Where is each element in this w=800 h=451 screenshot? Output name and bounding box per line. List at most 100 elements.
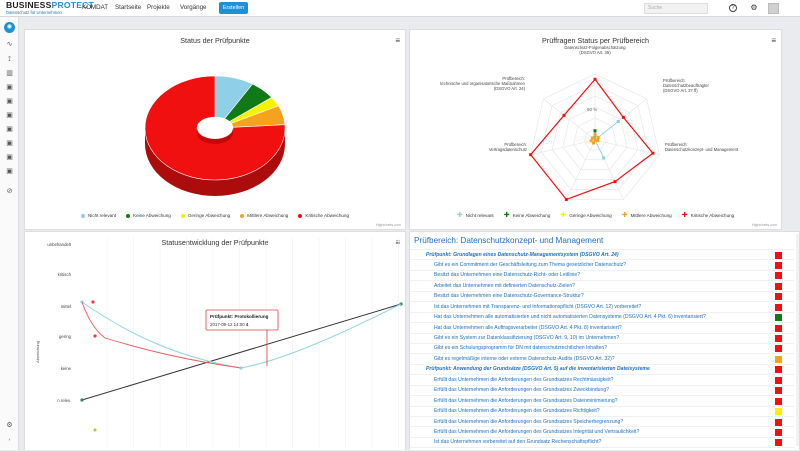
- section-row[interactable]: Prüfpunkt: Anwendung der Grundsätze (DSG…: [410, 364, 794, 374]
- radar-point: [594, 78, 597, 81]
- legend-item-keine[interactable]: ✚Keine Abweichung: [504, 213, 551, 218]
- home-icon[interactable]: ◉: [4, 22, 15, 33]
- scrollbar[interactable]: [796, 234, 800, 446]
- radar-axis-value-label: 50 %: [587, 107, 597, 112]
- question-row[interactable]: Gibt es ein Commitment der Geschäftsleit…: [410, 259, 794, 269]
- create-button[interactable]: Erstellen: [219, 2, 248, 14]
- status-indicator: [775, 293, 782, 300]
- question-row[interactable]: Gibt es ein System zur Datenklassifizier…: [410, 333, 794, 343]
- link-icon[interactable]: ⊘: [5, 187, 14, 196]
- question-row[interactable]: Ist das Unternehmen vorbereitet auf den …: [410, 437, 794, 447]
- question-link[interactable]: Gibt es ein Commitment der Geschäftsleit…: [434, 262, 626, 268]
- line-y-tick-label: unbehandelt: [47, 242, 71, 247]
- question-row[interactable]: Gibt es ein Schulungsprogramm für DN mit…: [410, 343, 794, 353]
- question-row[interactable]: Erfüllt das Unternehmen die Anforderunge…: [410, 406, 794, 416]
- section-row[interactable]: Prüfpunkt: Grundlagen eines Datenschutz-…: [410, 249, 794, 259]
- question-link[interactable]: Erfüllt das Unternehmen die Anforderunge…: [434, 429, 639, 435]
- audit-title: Prüfbereich: Datenschutzkonzept- und Man…: [414, 236, 603, 245]
- status-indicator: [775, 429, 782, 436]
- help-icon[interactable]: ?: [729, 4, 737, 12]
- radar-point: [614, 180, 617, 183]
- legend-item-nicht-relevant[interactable]: Nicht relevant: [81, 213, 116, 218]
- question-link[interactable]: Gibt es ein System zur Datenklassifizier…: [434, 335, 619, 341]
- image-icon[interactable]: ▣: [5, 111, 14, 120]
- nav-vorgaenge[interactable]: Vorgänge: [180, 4, 207, 11]
- question-row[interactable]: Erfüllt das Unternehmen die Anforderunge…: [410, 385, 794, 395]
- legend-item-keine[interactable]: Keine Abweichung: [126, 213, 171, 218]
- status-indicator: [775, 304, 782, 311]
- menu-icon[interactable]: ≡: [395, 37, 400, 45]
- question-link[interactable]: Besitzt das Unternehmen eine Datenschutz…: [434, 293, 584, 299]
- legend-item-nicht-relevant[interactable]: ✚Nicht relevant: [457, 213, 494, 218]
- legend-item-kritische[interactable]: Kritische Abweichung: [298, 213, 349, 218]
- legend-item-geringe[interactable]: ✚Geringe Abweichung: [560, 213, 611, 218]
- line-point: [93, 334, 96, 337]
- avatar[interactable]: [768, 3, 779, 14]
- nav-komdat[interactable]: KOMDAT: [82, 4, 108, 11]
- image-icon[interactable]: ▣: [5, 97, 14, 106]
- activity-icon[interactable]: ∿: [5, 40, 14, 49]
- menu-icon[interactable]: ≡: [771, 37, 776, 45]
- legend-item-geringe[interactable]: Geringe Abweichung: [181, 213, 230, 218]
- question-list: Prüfpunkt: Grundlagen eines Datenschutz-…: [410, 249, 794, 450]
- question-row[interactable]: Gibt es regelmäßige interne oder externe…: [410, 353, 794, 363]
- gear-icon[interactable]: ⚙: [749, 3, 759, 13]
- question-link[interactable]: Erfüllt das Unternehmen die Anforderunge…: [434, 377, 614, 383]
- status-indicator: [775, 325, 782, 332]
- question-row[interactable]: Ist das Unternehmen mit Transparenz- und…: [410, 301, 794, 311]
- question-link[interactable]: Gibt es regelmäßige interne oder externe…: [434, 356, 615, 362]
- question-row[interactable]: Besitzt das Unternehmen eine Datenschutz…: [410, 291, 794, 301]
- chevron-icon[interactable]: ›: [5, 436, 14, 445]
- question-link[interactable]: Ist das Unternehmen mit Transparenz- und…: [434, 304, 641, 310]
- nav-startseite[interactable]: Startseite: [115, 4, 141, 11]
- top-navbar: BUSINESSPROTECT Datenschutz für Unterneh…: [0, 0, 800, 17]
- question-link[interactable]: Arbeitet das Unternehmen mit definierten…: [434, 283, 575, 289]
- chart-legend: ✚Nicht relevant ✚Keine Abweichung ✚Gerin…: [410, 213, 781, 218]
- logo[interactable]: BUSINESSPROTECT Datenschutz für Unterneh…: [6, 1, 94, 15]
- question-link[interactable]: Hat das Unternehmen alle automatisierten…: [434, 314, 706, 320]
- section-title[interactable]: Prüfpunkt: Grundlagen eines Datenschutz-…: [426, 252, 619, 258]
- line-y-tick-label: mittel: [61, 304, 71, 309]
- line-point: [94, 429, 97, 432]
- question-link[interactable]: Erfüllt das Unternehmen die Anforderunge…: [434, 419, 623, 425]
- route-icon[interactable]: ⟟: [5, 55, 14, 64]
- radar-chart-panel: Prüffragen Status per Prüfbereich ≡ 50 %…: [409, 29, 782, 230]
- legend-marker: [81, 214, 85, 218]
- question-row[interactable]: Erfüllt das Unternehmen die Anforderunge…: [410, 374, 794, 384]
- nav-projekte[interactable]: Projekte: [147, 4, 170, 11]
- image-icon[interactable]: ▣: [5, 83, 14, 92]
- question-row[interactable]: Besitzt das Unternehmen eine Datenschutz…: [410, 270, 794, 280]
- legend-marker: [298, 214, 302, 218]
- pie-hole: [197, 117, 233, 139]
- question-link[interactable]: Erfüllt das Unternehmen die Anforderunge…: [434, 408, 600, 414]
- question-row[interactable]: Erfüllt das Unternehmen die Anforderunge…: [410, 416, 794, 426]
- legend-marker: ✚: [504, 214, 510, 218]
- status-indicator: [775, 408, 782, 415]
- question-link[interactable]: Ist das Unternehmen vorbereitet auf den …: [434, 439, 601, 445]
- section-title[interactable]: Prüfpunkt: Anwendung der Grundsätze (DSG…: [426, 366, 650, 372]
- question-link[interactable]: Erfüllt das Unternehmen die Anforderunge…: [434, 387, 609, 393]
- legend-item-kritische[interactable]: ✚Kritische Abweichung: [682, 213, 735, 218]
- question-row[interactable]: Hat das Unternehmen alle Auftragsverarbe…: [410, 322, 794, 332]
- legend-item-mittlere[interactable]: Mittlere Abweichung: [240, 213, 288, 218]
- gear-icon[interactable]: ⚙: [5, 421, 14, 430]
- question-row[interactable]: Erfüllt das Unternehmen die Anforderunge…: [410, 395, 794, 405]
- radar-category-label: Prüfbereich:Datenschutz-Folgenabschätzun…: [564, 45, 626, 55]
- image-icon[interactable]: ▣: [5, 125, 14, 134]
- legend-marker: [181, 214, 185, 218]
- image-icon[interactable]: ▣: [5, 139, 14, 148]
- question-row[interactable]: Erfüllt das Unternehmen die Anforderunge…: [410, 426, 794, 436]
- legend-item-mittlere[interactable]: ✚Mittlere Abweichung: [622, 213, 672, 218]
- bar-chart-icon[interactable]: ▥: [5, 69, 14, 78]
- line-y-axis-title: Abweichung: [35, 341, 40, 363]
- question-link[interactable]: Gibt es ein Schulungsprogramm für DN mit…: [434, 345, 607, 351]
- question-row[interactable]: Arbeitet das Unternehmen mit definierten…: [410, 280, 794, 290]
- question-link[interactable]: Erfüllt das Unternehmen die Anforderunge…: [434, 398, 617, 404]
- legend-marker: ✚: [682, 214, 688, 218]
- image-icon[interactable]: ▣: [5, 153, 14, 162]
- search-input[interactable]: Suche: [644, 3, 708, 14]
- question-link[interactable]: Besitzt das Unternehmen eine Datenschutz…: [434, 272, 580, 278]
- question-row[interactable]: Hat das Unternehmen alle automatisierten…: [410, 312, 794, 322]
- image-icon[interactable]: ▣: [5, 167, 14, 176]
- question-link[interactable]: Hat das Unternehmen alle Auftragsverarbe…: [434, 325, 622, 331]
